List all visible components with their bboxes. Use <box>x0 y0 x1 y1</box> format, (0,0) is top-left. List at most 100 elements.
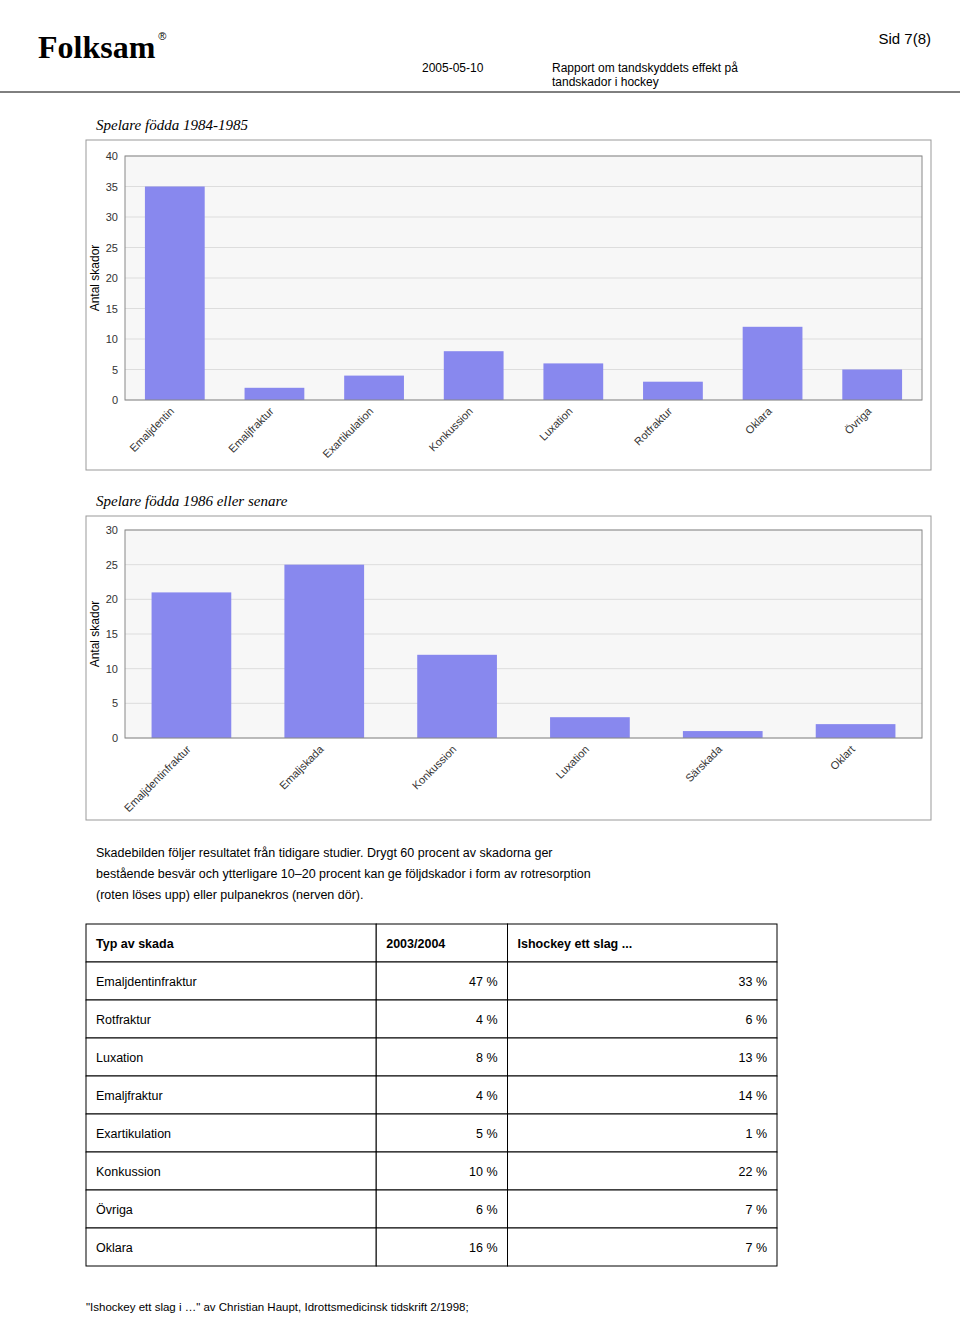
page-number: Sid 7(8) <box>878 30 931 47</box>
x-tick-label: Rotfraktur <box>632 405 675 448</box>
x-tick-label: Emaljdentin <box>127 405 176 454</box>
plot-frame <box>125 530 922 738</box>
y-tick-label: 5 <box>112 364 118 376</box>
table-cell <box>86 1190 376 1228</box>
grid-line <box>125 599 922 600</box>
grid-line <box>125 634 922 635</box>
table-text: 1 % <box>745 1127 767 1141</box>
table-text: Luxation <box>96 1051 143 1065</box>
table-cell <box>86 1152 376 1190</box>
table-cell <box>376 1152 507 1190</box>
y-tick-label: 30 <box>106 524 118 536</box>
bar <box>344 376 404 400</box>
grid-line <box>125 186 922 187</box>
x-tick-label: Luxation <box>553 743 591 781</box>
x-tick-label: Emaljskada <box>277 742 326 791</box>
bars <box>152 565 896 738</box>
table-text: 10 % <box>469 1165 498 1179</box>
table-text: 6 % <box>476 1203 498 1217</box>
table-cell <box>376 1038 507 1076</box>
grid-line <box>125 703 922 704</box>
y-axis-label: Antal skador <box>88 245 102 312</box>
table-cell <box>508 1076 777 1114</box>
table-text: Konkussion <box>96 1165 161 1179</box>
y-tick-label: 20 <box>106 593 118 605</box>
table-text: 2003/2004 <box>386 937 445 951</box>
table-text: 14 % <box>739 1089 768 1103</box>
table-text: Oklara <box>96 1241 133 1255</box>
bar <box>245 388 305 400</box>
table-cell <box>376 1114 507 1152</box>
table-cell <box>86 924 376 962</box>
bar <box>152 592 232 738</box>
table-text: Ishockey ett slag ... <box>518 937 633 951</box>
chart-border <box>86 140 931 470</box>
table-cell <box>376 1076 507 1114</box>
bar <box>816 724 896 738</box>
table-text: 5 % <box>476 1127 498 1141</box>
footnote: "Ishockey ett slag i …" av Christian Hau… <box>86 1301 469 1313</box>
y-axis-label: Antal skador <box>88 601 102 668</box>
table-text: Emaljdentinfraktur <box>96 975 197 989</box>
table-cell <box>86 1076 376 1114</box>
bars <box>145 187 902 401</box>
table-cell <box>508 1152 777 1190</box>
y-tick-label: 0 <box>112 394 118 406</box>
table-text: 22 % <box>739 1165 768 1179</box>
table-cell <box>86 1038 376 1076</box>
table-text: Rotfraktur <box>96 1013 151 1027</box>
table-text: 8 % <box>476 1051 498 1065</box>
logo: Folksam <box>38 29 156 65</box>
bar <box>145 187 205 401</box>
table-cell <box>508 1000 777 1038</box>
y-tick-label: 10 <box>106 333 118 345</box>
date: 2005-05-10 <box>422 61 484 75</box>
x-tick-label: Emaljfraktur <box>226 405 276 455</box>
y-tick-label: 10 <box>106 663 118 675</box>
x-tick-label: Oklara <box>743 404 775 436</box>
x-tick-label: Konkussion <box>410 743 459 792</box>
table-text: 16 % <box>469 1241 498 1255</box>
grid-line <box>125 217 922 218</box>
table-cell <box>376 962 507 1000</box>
table-text: 4 % <box>476 1013 498 1027</box>
table-text: 7 % <box>745 1241 767 1255</box>
y-tick-label: 20 <box>106 272 118 284</box>
table-text: 4 % <box>476 1089 498 1103</box>
table-cell <box>376 1228 507 1266</box>
table-text: 33 % <box>739 975 768 989</box>
y-tick-label: 35 <box>106 181 118 193</box>
table-cell <box>86 1228 376 1266</box>
table-cell <box>86 962 376 1000</box>
x-tick-label: Oklart <box>828 743 857 772</box>
table-cell <box>376 1000 507 1038</box>
grid-line <box>125 668 922 669</box>
bar <box>842 370 902 401</box>
bar <box>284 565 364 738</box>
subtitle-line: Rapport om tandskyddets effekt på <box>552 61 738 75</box>
bar <box>550 717 630 738</box>
table-cell <box>376 924 507 962</box>
subtitle: Rapport om tandskyddets effekt påtandska… <box>552 61 738 89</box>
x-tick-label: Luxation <box>537 405 575 443</box>
y-tick-label: 5 <box>112 697 118 709</box>
paragraph-line: (roten löses upp) eller pulpanekros (ner… <box>96 888 364 902</box>
logo-mark: ® <box>158 30 166 42</box>
grid-line <box>125 247 922 248</box>
x-tick-label: Exartikulation <box>320 405 375 460</box>
grid-line <box>125 308 922 309</box>
table-cell <box>508 1038 777 1076</box>
y-tick-label: 30 <box>106 211 118 223</box>
table-cell <box>508 1190 777 1228</box>
table-cell <box>376 1190 507 1228</box>
bar <box>643 382 703 400</box>
table-text: Emaljfraktur <box>96 1089 163 1103</box>
plot-area <box>125 530 922 738</box>
grid-line <box>125 564 922 565</box>
chart-title: Spelare födda 1984-1985 <box>96 117 248 133</box>
x-tick-label: Emaljdentinfraktur <box>122 743 193 814</box>
y-tick-label: 15 <box>106 628 118 640</box>
table-cell <box>508 962 777 1000</box>
table-text: 7 % <box>745 1203 767 1217</box>
table-cell <box>508 1228 777 1266</box>
